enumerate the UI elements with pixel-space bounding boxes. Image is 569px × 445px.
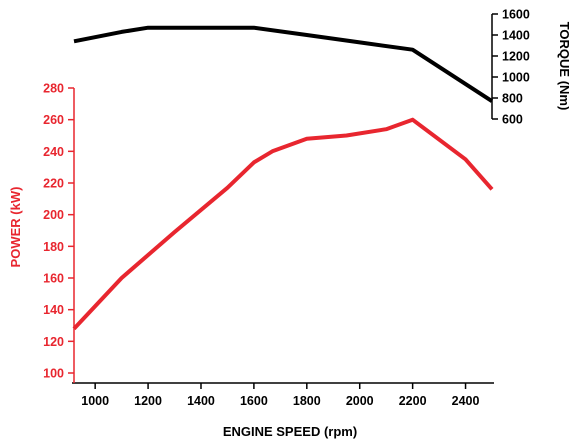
x-axis-title: ENGINE SPEED (rpm) bbox=[223, 424, 357, 439]
x-tick-label: 2400 bbox=[452, 394, 480, 408]
power-tick-label: 240 bbox=[43, 145, 64, 159]
torque-tick-label: 1000 bbox=[502, 71, 530, 85]
power-tick-label: 220 bbox=[43, 177, 64, 191]
torque-axis-title: TORQUE (Nm) bbox=[557, 22, 569, 111]
torque-tick-label: 1200 bbox=[502, 50, 530, 64]
x-tick-label: 1200 bbox=[134, 394, 162, 408]
torque-tick-label: 1600 bbox=[502, 8, 530, 22]
power-tick-label: 100 bbox=[43, 367, 64, 381]
power-series-line bbox=[72, 117, 494, 331]
power-tick-label: 260 bbox=[43, 113, 64, 127]
series-layer bbox=[72, 25, 494, 331]
x-tick-label: 2200 bbox=[399, 394, 427, 408]
axes-layer bbox=[68, 13, 498, 389]
power-tick-label: 140 bbox=[43, 303, 64, 317]
x-tick-label: 1600 bbox=[240, 394, 268, 408]
power-tick-label: 120 bbox=[43, 335, 64, 349]
power-tick-label: 180 bbox=[43, 240, 64, 254]
torque-tick-label: 1400 bbox=[502, 29, 530, 43]
torque-tick-label: 600 bbox=[502, 113, 523, 127]
labels-layer: 1000 1200 1400 1600 1800 2000 2200 2400 100 120 14… bbox=[43, 8, 530, 409]
x-tick-label: 1800 bbox=[293, 394, 321, 408]
power-tick-label: 200 bbox=[43, 208, 64, 222]
torque-tick-label: 800 bbox=[502, 92, 523, 106]
torque-series-line bbox=[73, 25, 494, 103]
x-tick-label: 1000 bbox=[81, 394, 109, 408]
power-axis-title: POWER (kW) bbox=[8, 187, 23, 268]
power-tick-label: 280 bbox=[43, 82, 64, 96]
x-tick-label: 2000 bbox=[346, 394, 374, 408]
power-tick-label: 160 bbox=[43, 272, 64, 286]
x-tick-label: 1400 bbox=[187, 394, 215, 408]
